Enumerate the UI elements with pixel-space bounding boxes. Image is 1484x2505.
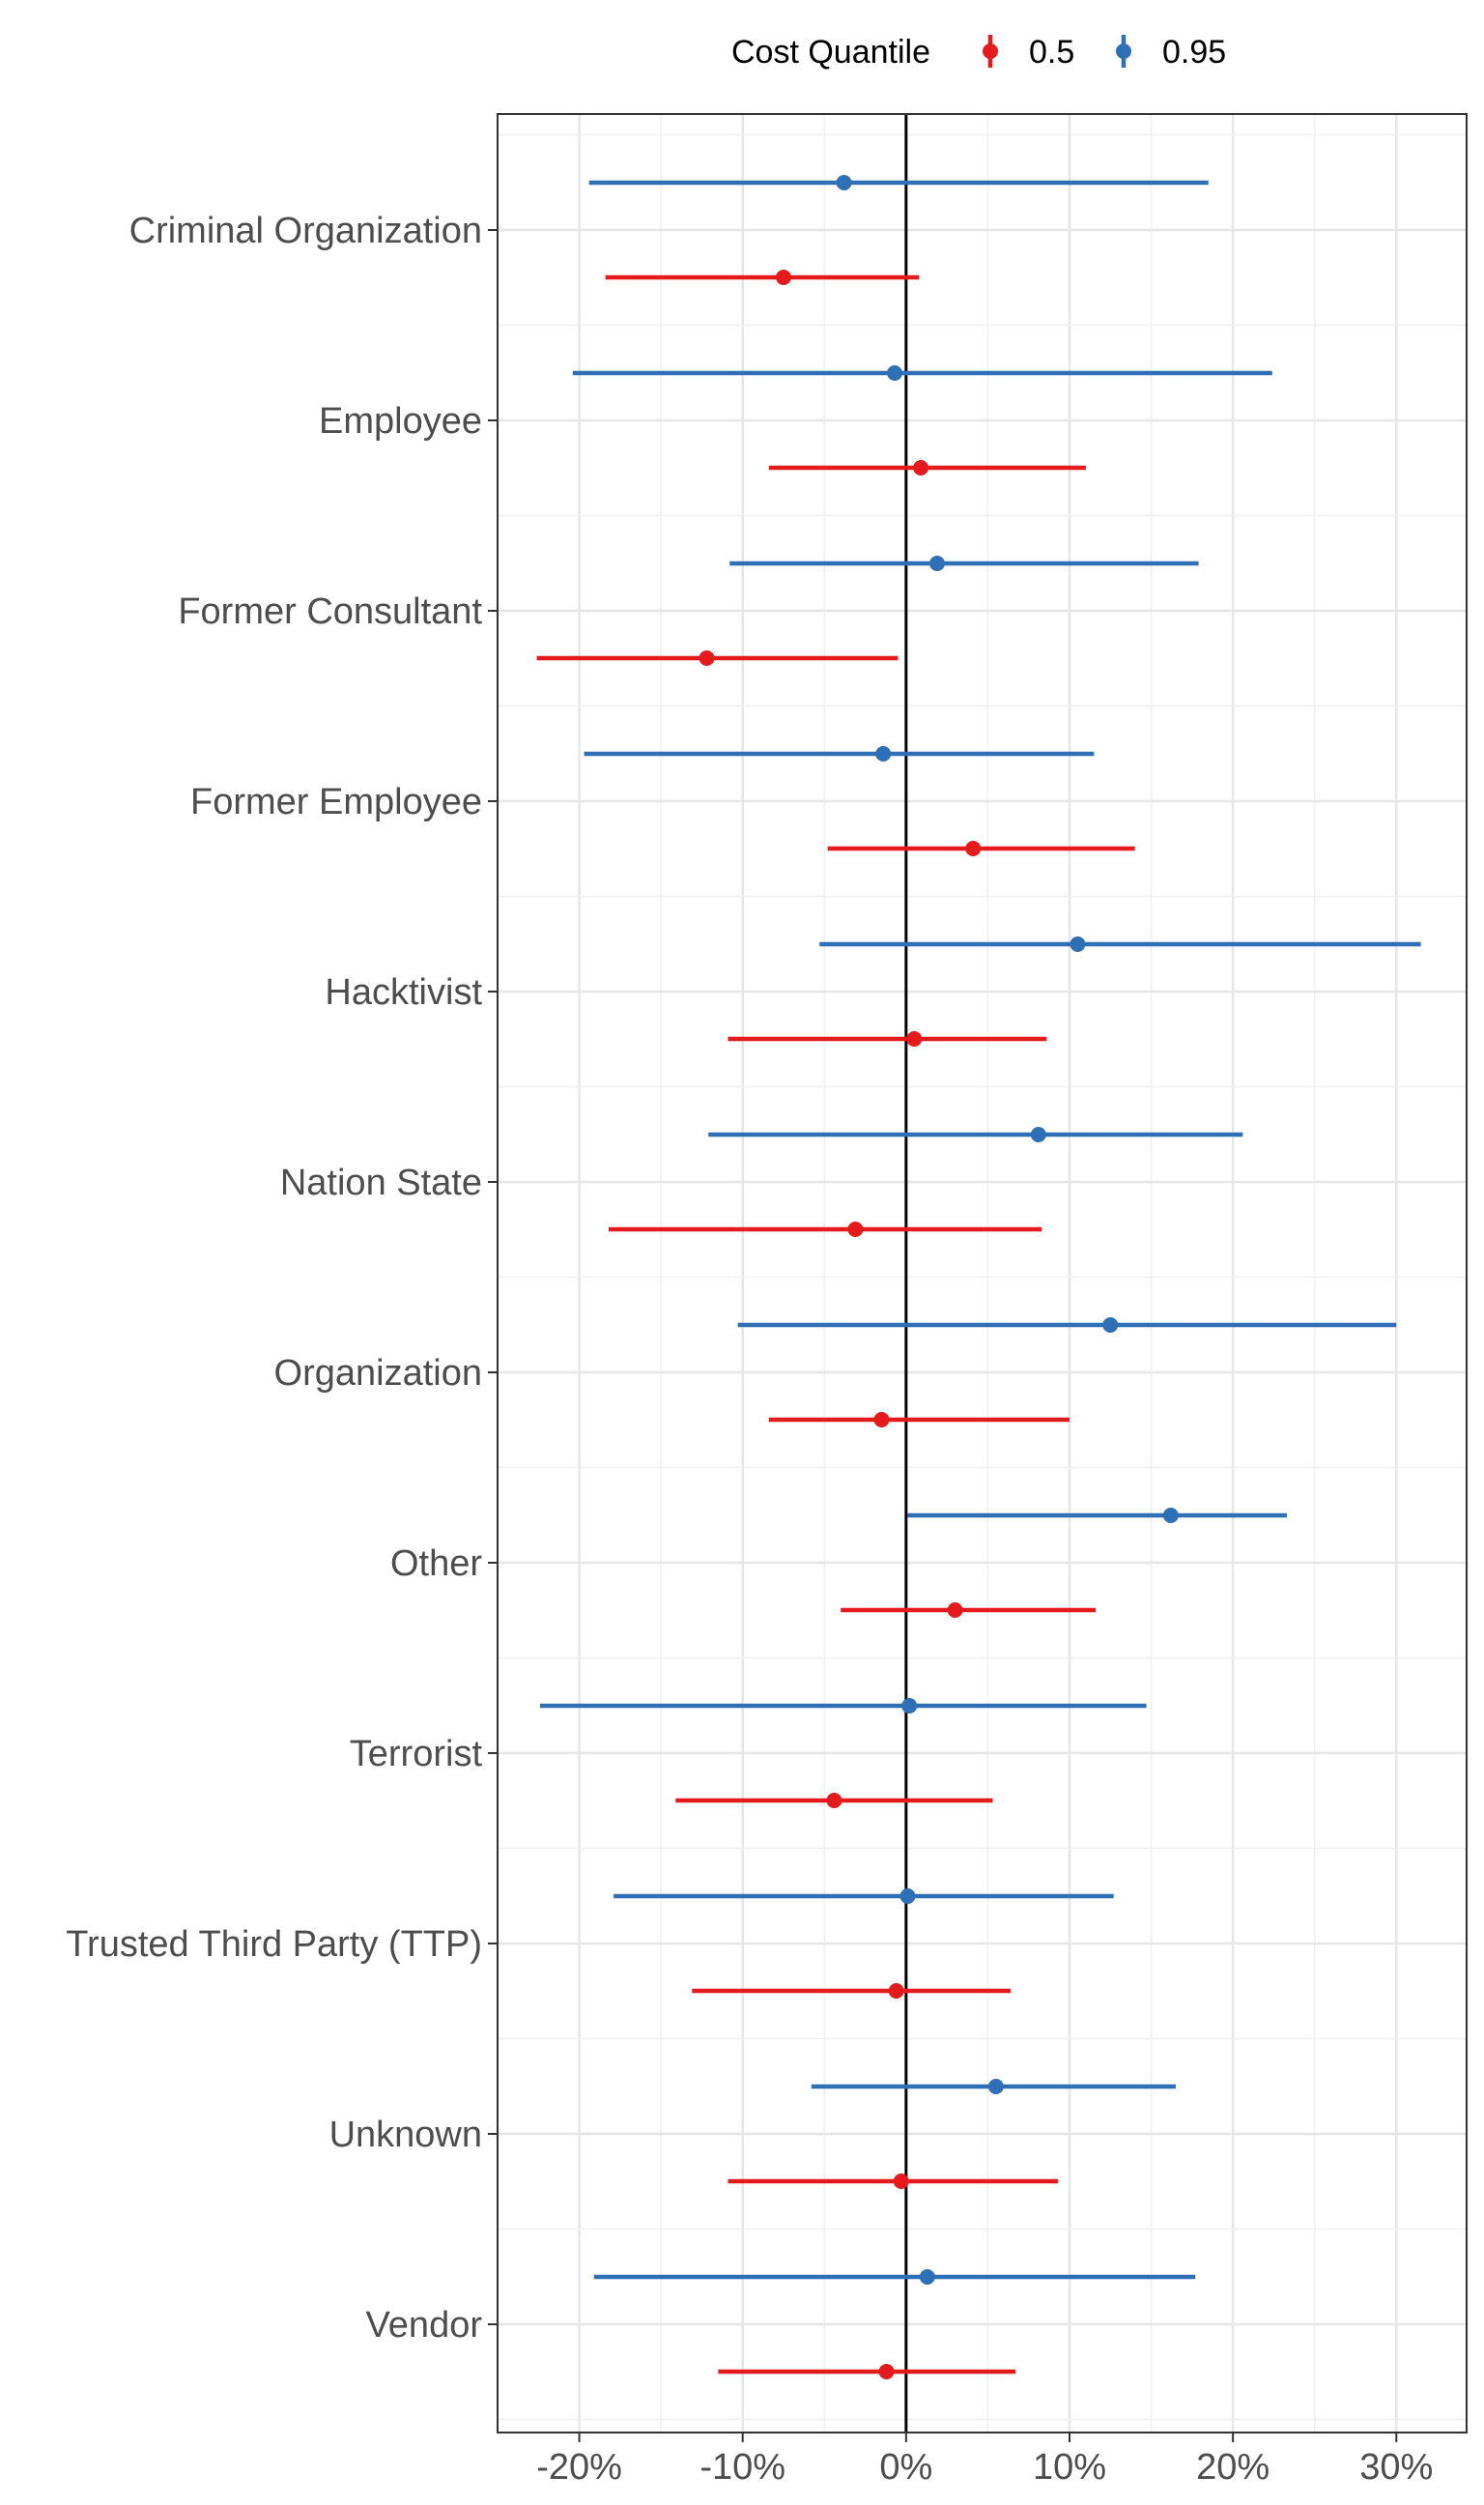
estimate-point bbox=[1070, 936, 1086, 952]
estimate-point bbox=[1102, 1317, 1119, 1333]
estimate-point bbox=[699, 650, 715, 666]
estimate-point bbox=[899, 1888, 916, 1904]
estimate-point bbox=[878, 2364, 895, 2379]
legend-key-point bbox=[983, 43, 998, 59]
estimate-point bbox=[873, 1412, 890, 1427]
y-axis-label: Nation State bbox=[280, 1163, 482, 1203]
y-axis: Criminal Organization Employee Former Cons… bbox=[66, 211, 498, 2346]
y-axis-label: Criminal Organization bbox=[129, 211, 482, 251]
estimate-point bbox=[928, 556, 945, 571]
estimate-point bbox=[965, 841, 982, 856]
legend: Cost Quantile 0.5 0.95 bbox=[731, 34, 1226, 71]
y-axis-label: Hacktivist bbox=[325, 972, 482, 1013]
estimate-point bbox=[887, 365, 903, 381]
estimate-point bbox=[1162, 1508, 1179, 1523]
estimate-marks bbox=[536, 175, 1421, 2379]
y-axis-label: Terrorist bbox=[350, 1734, 483, 1774]
legend-label: 0.95 bbox=[1162, 34, 1226, 71]
estimate-point bbox=[1030, 1127, 1046, 1142]
y-axis-label: Trusted Third Party (TTP) bbox=[66, 1924, 482, 1965]
estimate-point bbox=[836, 175, 852, 190]
y-axis-label: Former Consultant bbox=[178, 591, 482, 632]
estimate-point bbox=[901, 1698, 918, 1713]
x-axis: -20% -10% 0% 10% 20% 30% bbox=[536, 2433, 1433, 2488]
y-axis-label: Other bbox=[390, 1543, 482, 1584]
estimate-point bbox=[875, 746, 892, 762]
x-axis-label: 20% bbox=[1196, 2447, 1270, 2488]
estimate-point bbox=[947, 1602, 963, 1618]
x-axis-label: 10% bbox=[1033, 2447, 1106, 2488]
estimate-point bbox=[826, 1793, 842, 1808]
estimate-point bbox=[888, 1983, 904, 1999]
y-axis-label: Unknown bbox=[329, 2115, 482, 2155]
estimate-point bbox=[919, 2269, 935, 2285]
estimate-point bbox=[913, 460, 929, 475]
legend-title: Cost Quantile bbox=[731, 34, 930, 71]
y-axis-label: Former Employee bbox=[190, 782, 482, 822]
legend-key-point bbox=[1116, 43, 1131, 59]
legend-label: 0.5 bbox=[1029, 34, 1074, 71]
estimate-point bbox=[906, 1031, 923, 1047]
grid-lines bbox=[498, 114, 1467, 2433]
x-axis-label: -20% bbox=[536, 2447, 622, 2488]
y-axis-label: Vendor bbox=[366, 2305, 483, 2346]
estimate-point bbox=[893, 2174, 909, 2189]
estimate-point bbox=[847, 1222, 864, 1237]
x-axis-label: 30% bbox=[1359, 2447, 1433, 2488]
y-axis-label: Employee bbox=[319, 401, 482, 442]
panel-border bbox=[497, 113, 1468, 2433]
x-axis-label: 0% bbox=[879, 2447, 932, 2488]
x-axis-label: -10% bbox=[699, 2447, 785, 2488]
y-axis-label: Organization bbox=[274, 1353, 482, 1394]
estimate-point bbox=[987, 2079, 1004, 2094]
estimate-point bbox=[775, 270, 791, 285]
